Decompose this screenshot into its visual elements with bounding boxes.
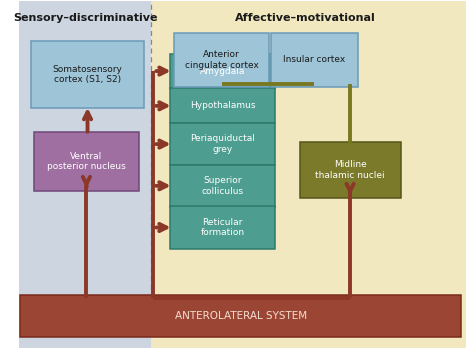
Text: Superior
colliculus: Superior colliculus: [202, 176, 244, 196]
Text: Amygdala: Amygdala: [200, 67, 246, 76]
FancyBboxPatch shape: [170, 123, 276, 165]
Bar: [151, 1, 467, 348]
Text: Hypothalamus: Hypothalamus: [190, 101, 255, 110]
Text: Midline
thalamic nuclei: Midline thalamic nuclei: [315, 160, 385, 180]
FancyBboxPatch shape: [170, 207, 276, 248]
Text: Affective–motivational: Affective–motivational: [235, 13, 376, 23]
FancyBboxPatch shape: [170, 88, 276, 124]
Text: Somatosensory
cortex (S1, S2): Somatosensory cortex (S1, S2): [53, 65, 122, 84]
Text: ANTEROLATERAL SYSTEM: ANTEROLATERAL SYSTEM: [175, 311, 307, 321]
FancyBboxPatch shape: [34, 132, 139, 191]
Text: Periaquiductal
grey: Periaquiductal grey: [190, 134, 255, 154]
Text: Reticular
formation: Reticular formation: [201, 218, 245, 237]
Text: Sensory–discriminative: Sensory–discriminative: [13, 13, 158, 23]
FancyBboxPatch shape: [31, 42, 144, 108]
Text: Anterior
cingulate cortex: Anterior cingulate cortex: [184, 50, 259, 70]
FancyBboxPatch shape: [300, 142, 401, 198]
Text: Insular cortex: Insular cortex: [283, 55, 346, 64]
FancyBboxPatch shape: [20, 295, 461, 337]
FancyBboxPatch shape: [270, 33, 358, 87]
FancyBboxPatch shape: [170, 53, 276, 89]
FancyBboxPatch shape: [170, 165, 276, 207]
Bar: [19, 1, 151, 348]
FancyBboxPatch shape: [175, 33, 269, 87]
Text: Ventral
posterior nucleus: Ventral posterior nucleus: [47, 151, 126, 171]
